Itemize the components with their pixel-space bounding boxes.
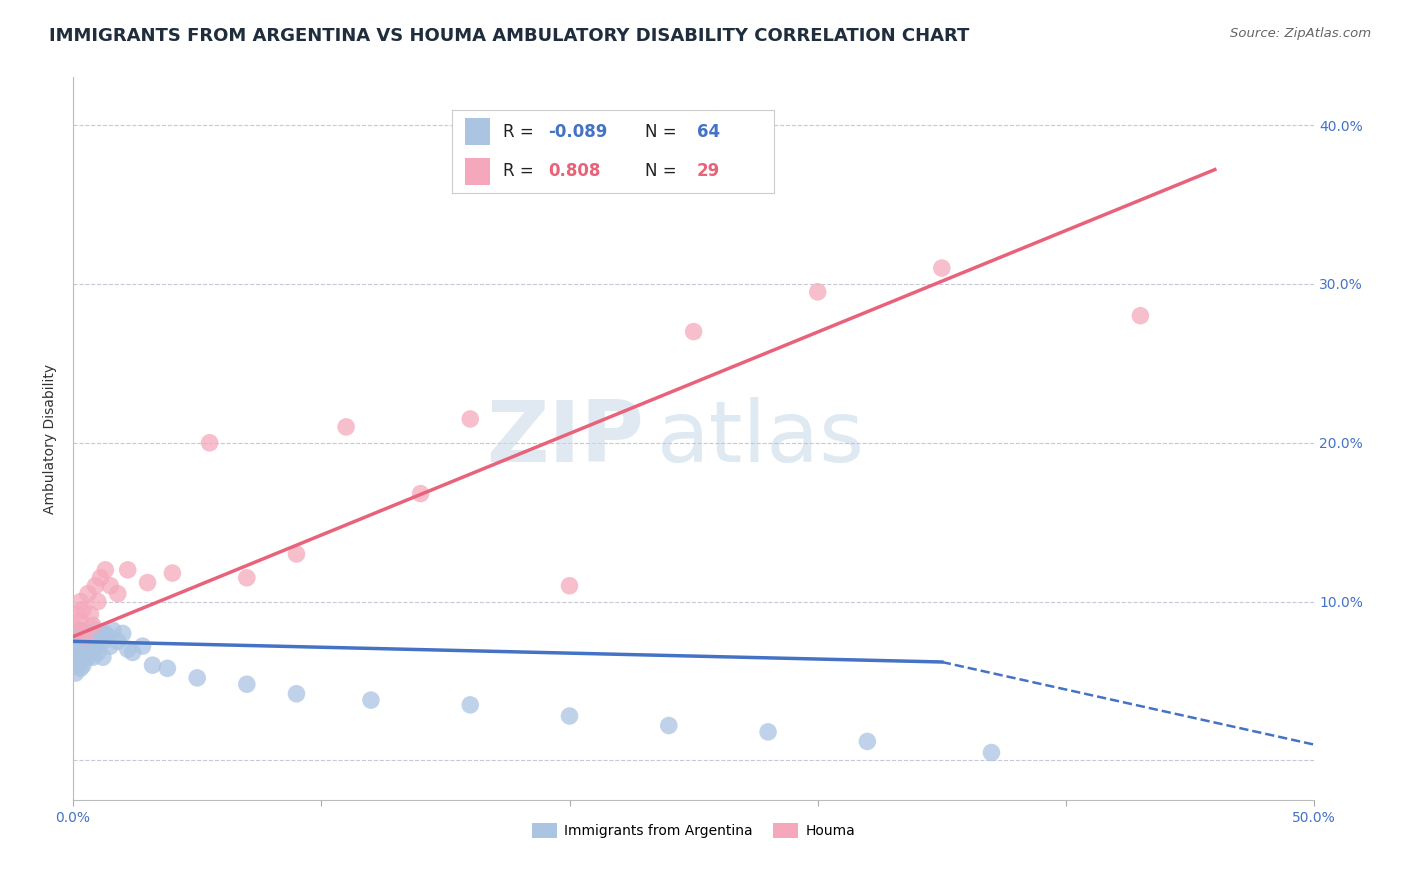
Point (79, 634, 101, 648)
Point (82, 642, 104, 657)
Point (236, 571, 259, 585)
Point (75, 645, 97, 659)
Point (75, 650, 97, 665)
Point (89, 571, 111, 585)
Point (75, 639, 97, 653)
Point (89, 626, 111, 640)
Point (94, 563, 117, 577)
Point (558, 709, 581, 723)
Point (131, 639, 153, 653)
Point (75, 630, 97, 644)
Point (285, 687, 308, 701)
Point (77, 650, 100, 665)
Point (335, 420, 357, 434)
Point (69, 650, 91, 665)
Text: IMMIGRANTS FROM ARGENTINA VS HOUMA AMBULATORY DISABILITY CORRELATION CHART: IMMIGRANTS FROM ARGENTINA VS HOUMA AMBUL… (49, 27, 970, 45)
Point (69, 645, 91, 659)
Point (69, 661, 91, 675)
Point (285, 547, 308, 561)
Point (117, 642, 139, 657)
Text: Source: ZipAtlas.com: Source: ZipAtlas.com (1230, 27, 1371, 40)
Point (72, 650, 94, 665)
Point (156, 661, 179, 675)
Point (79, 626, 101, 640)
Point (79, 639, 101, 653)
Point (458, 698, 481, 712)
Point (67, 650, 90, 665)
Point (107, 634, 129, 648)
Point (69, 634, 91, 648)
Point (65, 666, 87, 681)
Point (72, 602, 94, 616)
Point (980, 746, 1002, 760)
Point (69, 614, 91, 628)
Point (1129, 309, 1152, 323)
Y-axis label: Ambulatory Disability: Ambulatory Disability (44, 364, 58, 514)
Point (77, 642, 100, 657)
Point (82, 618, 104, 632)
Point (82, 630, 104, 644)
Point (807, 285, 830, 299)
Point (72, 624, 94, 638)
Point (77, 587, 100, 601)
Point (658, 718, 681, 732)
Point (558, 579, 581, 593)
Point (87, 645, 110, 659)
Point (84, 624, 107, 638)
Point (409, 486, 432, 500)
Point (186, 671, 208, 685)
Point (75, 642, 97, 657)
Point (77, 634, 100, 648)
Point (856, 734, 879, 748)
Point (79, 645, 101, 659)
Point (121, 645, 143, 659)
Point (67, 639, 90, 653)
Point (67, 624, 90, 638)
Point (87, 630, 110, 644)
Point (198, 435, 221, 450)
Text: ZIP: ZIP (486, 397, 644, 480)
Point (756, 724, 779, 739)
Point (91, 650, 114, 665)
Point (69, 626, 91, 640)
Point (84, 639, 107, 653)
Point (69, 642, 91, 657)
Point (67, 630, 90, 644)
Point (75, 626, 97, 640)
Point (117, 563, 139, 577)
Point (67, 658, 90, 673)
Point (111, 626, 134, 640)
Point (682, 325, 704, 339)
Point (69, 594, 91, 608)
Point (84, 579, 107, 593)
Point (82, 650, 104, 665)
Point (91, 634, 114, 648)
Point (72, 639, 94, 653)
Point (458, 412, 481, 426)
Point (72, 658, 94, 673)
Point (72, 630, 94, 644)
Point (75, 634, 97, 648)
Point (69, 624, 91, 638)
Point (136, 575, 159, 590)
Point (107, 587, 129, 601)
Point (65, 645, 87, 659)
Point (931, 261, 953, 276)
Point (141, 658, 163, 673)
Point (77, 630, 100, 644)
Point (79, 607, 101, 622)
Point (162, 566, 184, 580)
Point (98, 639, 121, 653)
Point (98, 579, 121, 593)
Point (94, 626, 117, 640)
Point (87, 594, 110, 608)
Text: atlas: atlas (657, 397, 865, 480)
Point (101, 624, 124, 638)
Point (65, 607, 87, 622)
Point (67, 634, 90, 648)
Point (236, 677, 259, 691)
Point (97, 630, 120, 644)
Legend: Immigrants from Argentina, Houma: Immigrants from Argentina, Houma (526, 818, 860, 844)
Point (360, 693, 382, 707)
